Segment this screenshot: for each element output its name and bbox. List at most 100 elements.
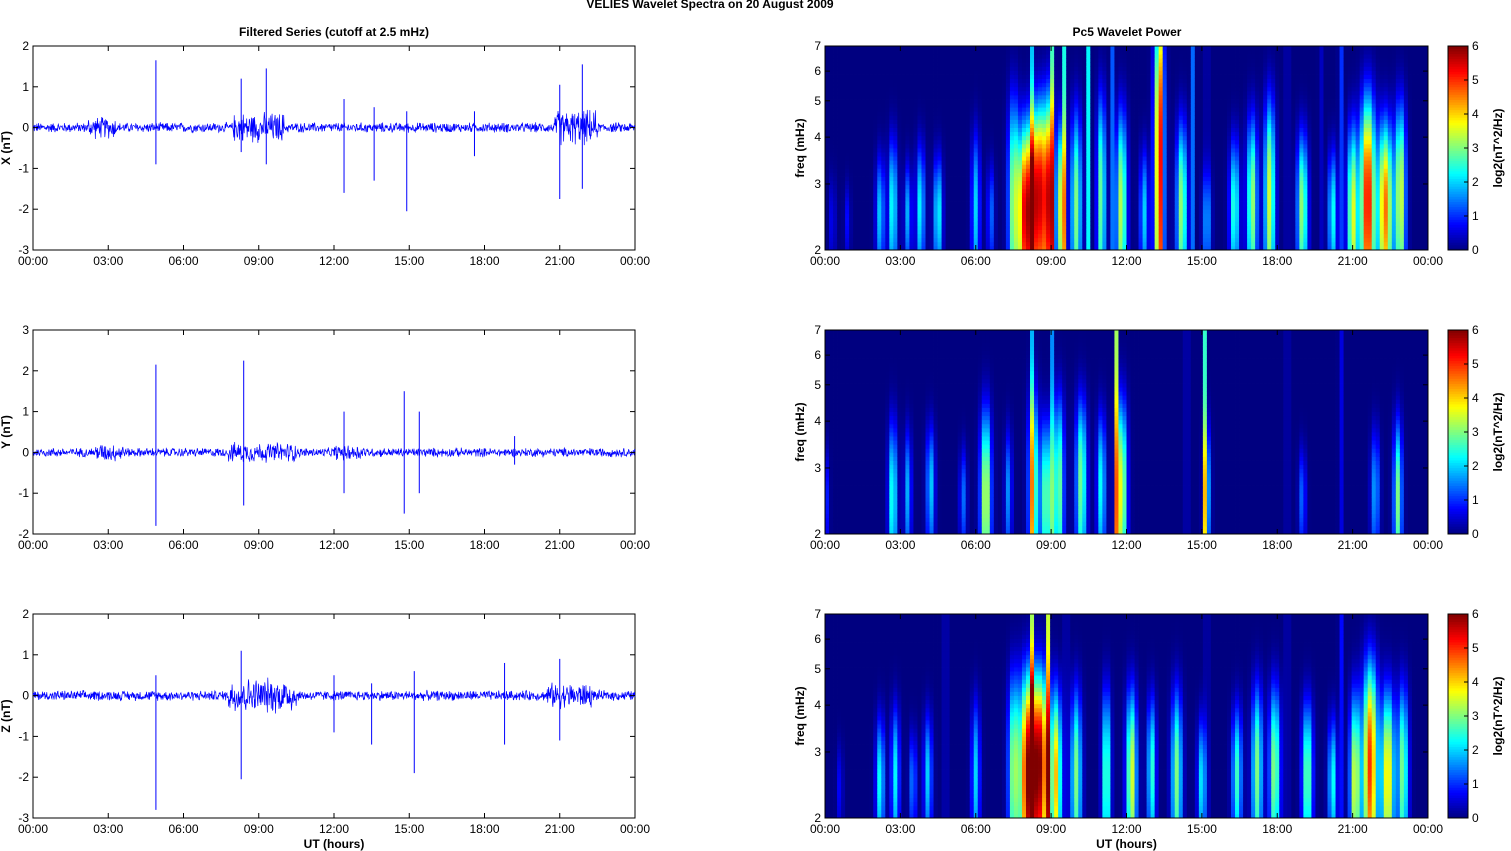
heatmap-cell <box>957 127 963 133</box>
heatmap-cell <box>1054 168 1059 173</box>
heatmap-cell <box>1126 82 1131 88</box>
heatmap-cell <box>969 225 975 230</box>
heatmap-cell <box>1074 245 1079 251</box>
heatmap-cell <box>961 241 967 247</box>
heatmap-cell <box>989 143 995 149</box>
heatmap-cell <box>869 70 874 75</box>
heatmap-cell <box>1130 164 1135 169</box>
heatmap-cell <box>957 217 963 222</box>
heatmap-cell <box>973 184 979 190</box>
heatmap-cell <box>921 86 926 92</box>
heatmap-cell <box>857 123 862 128</box>
heatmap-cell <box>1166 192 1172 198</box>
heatmap-cell <box>1182 103 1188 108</box>
heatmap-cell <box>949 127 955 133</box>
heatmap-cell <box>985 107 991 112</box>
x-tick-label: 21:00 <box>545 254 575 268</box>
heatmap-cell <box>889 229 894 235</box>
heatmap-cell <box>869 233 874 239</box>
heatmap-cell <box>1038 119 1043 124</box>
heatmap-cell <box>1026 131 1031 137</box>
heatmap-cell <box>1206 127 1212 133</box>
heatmap-cell <box>1162 46 1168 51</box>
heatmap-cell <box>953 160 959 165</box>
heatmap-cell <box>889 196 894 202</box>
heatmap-cell <box>1038 201 1043 206</box>
heatmap-cell <box>897 176 902 182</box>
heatmap-cell <box>1082 229 1087 235</box>
heatmap-cell <box>917 176 922 182</box>
heatmap-cell <box>957 82 963 88</box>
heatmap-cell <box>1094 99 1099 104</box>
heatmap-cell <box>949 245 955 251</box>
heatmap-cell <box>1021 127 1027 133</box>
heatmap-cell <box>1094 213 1099 218</box>
heatmap-cell <box>1106 94 1111 100</box>
heatmap-cell <box>1062 160 1067 165</box>
heatmap-cell <box>869 209 874 214</box>
heatmap-cell <box>869 241 874 247</box>
heatmap-cell <box>849 168 854 173</box>
heatmap-cell <box>1102 119 1107 124</box>
heatmap-cell <box>853 176 858 182</box>
heatmap-cell <box>1194 213 1200 218</box>
heatmap-cell <box>949 241 955 247</box>
heatmap-cell <box>865 82 870 88</box>
heatmap-cell <box>841 180 846 186</box>
heatmap-cell <box>837 213 842 218</box>
heatmap-cell <box>1134 152 1139 157</box>
heatmap-cell <box>897 54 902 59</box>
heatmap-cell <box>1009 62 1015 67</box>
heatmap-cell <box>1122 66 1127 71</box>
heatmap-cell <box>1162 245 1168 251</box>
heatmap-cell <box>897 78 902 84</box>
heatmap-cell <box>941 66 946 71</box>
heatmap-cell <box>905 62 910 67</box>
heatmap-cell <box>1114 103 1119 108</box>
heatmap-cell <box>1054 66 1059 71</box>
heatmap-cell <box>1021 143 1027 149</box>
heatmap-cell <box>829 50 834 55</box>
heatmap-cell <box>937 156 942 161</box>
heatmap-cell <box>1182 115 1188 120</box>
heatmap-cell <box>1154 103 1160 108</box>
heatmap-cell <box>1102 123 1107 128</box>
heatmap-cell <box>1158 152 1164 157</box>
heatmap-cell <box>913 86 918 92</box>
heatmap-cell <box>913 225 918 230</box>
heatmap-cell <box>833 66 838 71</box>
heatmap-cell <box>1086 127 1091 133</box>
heatmap-cell <box>857 213 862 218</box>
heatmap-cell <box>1078 99 1083 104</box>
heatmap-cell <box>1126 74 1131 80</box>
heatmap-cell <box>1026 139 1031 145</box>
heatmap-cell <box>925 123 930 128</box>
heatmap-cell <box>1166 103 1172 108</box>
heatmap-cell <box>885 233 890 239</box>
heatmap-cell <box>1186 176 1192 182</box>
heatmap-cell <box>849 229 854 235</box>
heatmap-cell <box>929 107 934 112</box>
heatmap-cell <box>1166 123 1172 128</box>
heatmap-cell <box>1194 115 1200 120</box>
heatmap-cell <box>997 176 1003 182</box>
heatmap-cell <box>837 46 842 51</box>
heatmap-cell <box>969 46 975 51</box>
heatmap-cell <box>1013 54 1019 59</box>
heatmap-cell <box>981 115 987 120</box>
heatmap-cell <box>1094 103 1099 108</box>
heatmap-cell <box>869 90 874 96</box>
heatmap-cell <box>1062 119 1067 124</box>
heatmap-cell <box>1078 86 1083 92</box>
heatmap-cell <box>909 50 914 55</box>
heatmap-cell <box>849 205 854 210</box>
heatmap-cell <box>1098 86 1103 92</box>
heatmap-cell <box>1210 229 1216 235</box>
heatmap-cell <box>841 217 846 222</box>
heatmap-cell <box>925 201 930 206</box>
heatmap-cell <box>1106 192 1111 198</box>
heatmap-cell <box>921 196 926 202</box>
heatmap-cell <box>1138 217 1143 222</box>
heatmap-cell <box>1066 168 1071 173</box>
heatmap-cell <box>1098 135 1103 141</box>
